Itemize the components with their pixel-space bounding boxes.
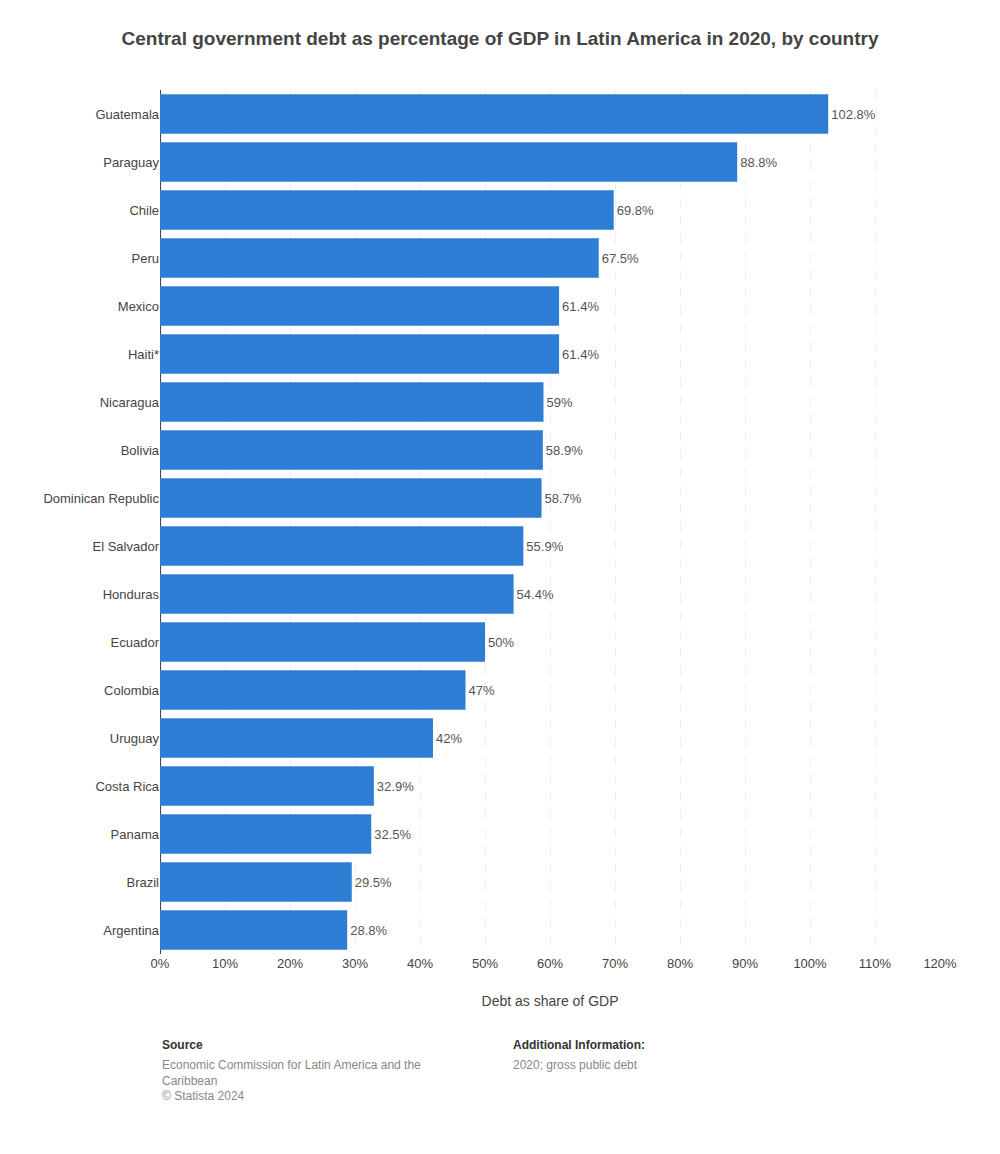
svg-text:88.8%: 88.8% <box>740 155 777 170</box>
svg-text:61.4%: 61.4% <box>562 347 599 362</box>
svg-text:55.9%: 55.9% <box>526 539 563 554</box>
svg-text:Additional Information:: Additional Information: <box>513 1038 645 1052</box>
svg-text:Central government debt as per: Central government debt as percentage of… <box>121 28 878 49</box>
svg-text:50%: 50% <box>488 635 514 650</box>
svg-text:Argentina: Argentina <box>103 923 159 938</box>
svg-text:90%: 90% <box>732 956 758 971</box>
svg-text:40%: 40% <box>407 956 433 971</box>
svg-text:Uruguay: Uruguay <box>110 731 160 746</box>
svg-text:20%: 20% <box>277 956 303 971</box>
svg-text:100%: 100% <box>793 956 827 971</box>
svg-text:110%: 110% <box>859 956 892 971</box>
svg-text:El Salvador: El Salvador <box>93 539 160 554</box>
svg-text:2020; gross public debt: 2020; gross public debt <box>513 1058 638 1072</box>
svg-text:32.9%: 32.9% <box>377 779 414 794</box>
svg-text:Haiti*: Haiti* <box>128 347 159 362</box>
svg-text:58.9%: 58.9% <box>546 443 583 458</box>
svg-text:61.4%: 61.4% <box>562 299 599 314</box>
svg-text:120%: 120% <box>923 956 957 971</box>
svg-text:Paraguay: Paraguay <box>103 155 159 170</box>
svg-text:Chile: Chile <box>129 203 159 218</box>
svg-text:32.5%: 32.5% <box>374 827 411 842</box>
svg-text:102.8%: 102.8% <box>831 107 876 122</box>
svg-text:59%: 59% <box>547 395 573 410</box>
svg-text:58.7%: 58.7% <box>545 491 582 506</box>
svg-text:Colombia: Colombia <box>104 683 160 698</box>
svg-text:Mexico: Mexico <box>118 299 159 314</box>
svg-text:69.8%: 69.8% <box>617 203 654 218</box>
svg-text:Brazil: Brazil <box>126 875 159 890</box>
svg-text:30%: 30% <box>342 956 368 971</box>
svg-text:Source: Source <box>162 1038 203 1052</box>
svg-text:Guatemala: Guatemala <box>95 107 159 122</box>
svg-text:Ecuador: Ecuador <box>111 635 160 650</box>
svg-text:Costa Rica: Costa Rica <box>95 779 159 794</box>
svg-text:Peru: Peru <box>132 251 159 266</box>
svg-text:Bolivia: Bolivia <box>121 443 160 458</box>
svg-text:Honduras: Honduras <box>103 587 160 602</box>
svg-text:Economic Commission for Latin: Economic Commission for Latin America an… <box>162 1058 421 1103</box>
svg-text:70%: 70% <box>602 956 628 971</box>
svg-text:Debt as share of GDP: Debt as share of GDP <box>482 993 619 1009</box>
svg-text:80%: 80% <box>667 956 693 971</box>
svg-text:Panama: Panama <box>111 827 160 842</box>
svg-text:60%: 60% <box>537 956 563 971</box>
svg-text:50%: 50% <box>472 956 498 971</box>
svg-text:47%: 47% <box>469 683 495 698</box>
svg-text:Nicaragua: Nicaragua <box>100 395 160 410</box>
svg-text:54.4%: 54.4% <box>517 587 554 602</box>
svg-text:29.5%: 29.5% <box>355 875 392 890</box>
svg-text:Dominican Republic: Dominican Republic <box>43 491 159 506</box>
svg-text:28.8%: 28.8% <box>350 923 387 938</box>
svg-text:42%: 42% <box>436 731 462 746</box>
svg-text:0%: 0% <box>151 956 170 971</box>
svg-text:10%: 10% <box>212 956 238 971</box>
svg-text:67.5%: 67.5% <box>602 251 639 266</box>
